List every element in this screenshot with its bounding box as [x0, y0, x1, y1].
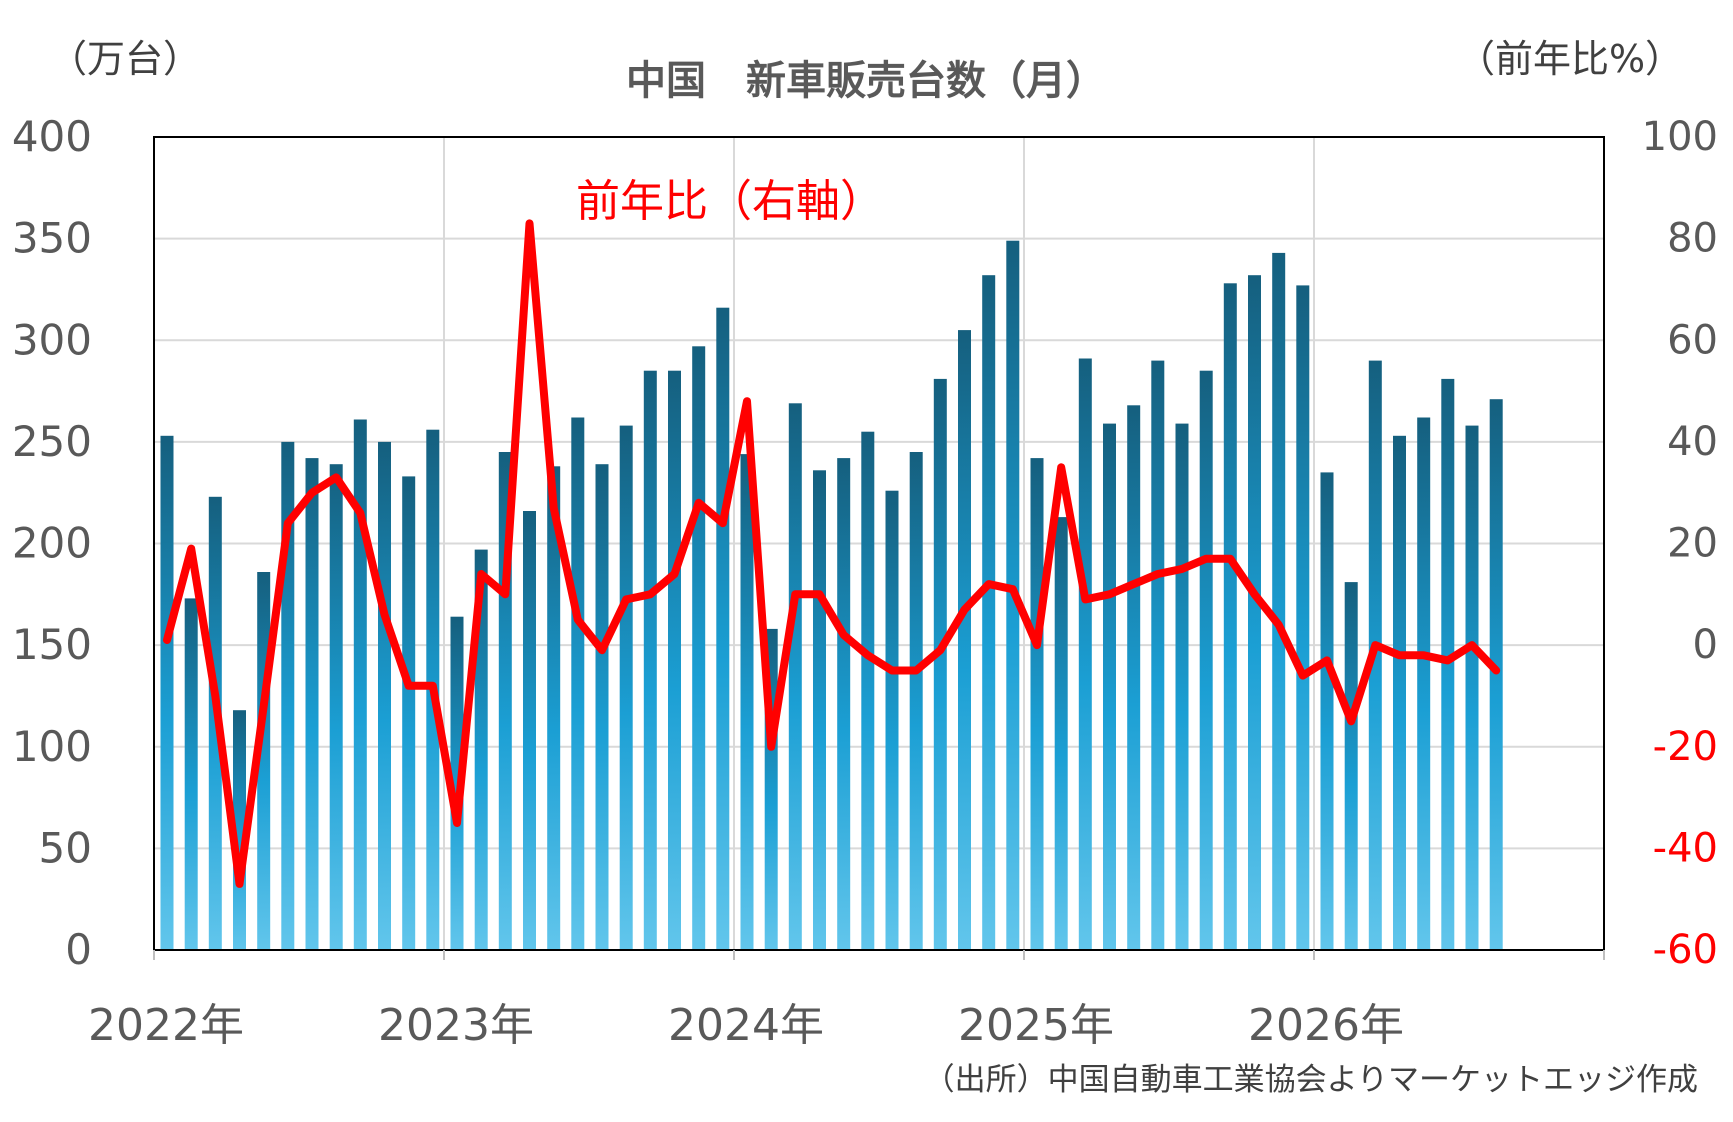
y-right-tick-label: 80: [1667, 216, 1718, 262]
bar: [643, 370, 657, 950]
y-right-tick-label: -40: [1653, 825, 1718, 871]
bar: [1320, 472, 1334, 950]
x-year-label: 2022年: [88, 1000, 244, 1051]
bar: [619, 425, 633, 951]
y-left-tick-label: 200: [12, 519, 92, 568]
bar: [837, 458, 851, 950]
bar: [402, 476, 416, 950]
bar: [1272, 252, 1286, 950]
y-left-tick-label: 0: [65, 925, 92, 974]
bar: [595, 464, 609, 950]
bar: [861, 431, 875, 950]
bar: [716, 307, 730, 950]
line-series-label: 前年比（右軸）: [576, 176, 884, 227]
bar: [1393, 435, 1406, 950]
bar: [813, 470, 826, 950]
bar: [474, 549, 488, 950]
bar: [1054, 517, 1068, 950]
bar: [692, 346, 706, 950]
y-left-tick-label: 50: [39, 823, 92, 872]
bar: [1441, 378, 1455, 950]
bar: [523, 511, 536, 950]
y-right-tick-label: 0: [1693, 622, 1718, 668]
plot-frame: [153, 136, 1605, 960]
bar: [378, 441, 391, 950]
x-year-label: 2024年: [668, 1000, 824, 1051]
y-right-tick-label: 60: [1667, 317, 1718, 363]
source-note: （出所）中国自動車工業協会よりマーケットエッジ作成: [924, 1062, 1698, 1098]
y-left-tick-label: 250: [12, 417, 92, 466]
bar: [353, 419, 367, 950]
y-right-tick-label: 100: [1642, 114, 1718, 160]
plot-border: [153, 136, 1605, 951]
y-right-tick-label: -20: [1653, 724, 1718, 770]
bar: [1127, 405, 1141, 950]
chart-title: 中国 新車販売台数（月）: [626, 58, 1106, 104]
bar: [233, 710, 246, 950]
bar: [740, 454, 754, 950]
bar: [1078, 358, 1092, 950]
bar: [1489, 399, 1503, 950]
y-left-tick-label: 350: [12, 214, 92, 263]
bar: [1465, 425, 1479, 951]
bar: [571, 417, 585, 950]
y-left-tick-label: 400: [12, 112, 92, 161]
bar: [1199, 370, 1213, 950]
bar: [982, 275, 996, 950]
bar: [1223, 283, 1237, 950]
bar-series: [160, 240, 1503, 951]
right-axis-unit: （前年比%）: [1457, 37, 1683, 81]
bar: [1248, 275, 1261, 950]
line-series: [163, 219, 1501, 888]
bar: [909, 452, 923, 950]
bar: [1417, 417, 1431, 950]
bar: [668, 370, 681, 950]
y-right-tick-label: 20: [1667, 521, 1718, 567]
bar: [788, 403, 802, 950]
bar: [1344, 582, 1358, 950]
x-year-label: 2026年: [1248, 1000, 1404, 1051]
left-axis-unit: （万台）: [49, 37, 201, 81]
bar: [1103, 423, 1116, 951]
bar: [1296, 285, 1310, 950]
bar: [1151, 360, 1165, 951]
bar: [1175, 423, 1189, 951]
bar: [547, 466, 561, 950]
bar: [1030, 458, 1044, 950]
bar: [885, 490, 899, 950]
x-year-label: 2025年: [958, 1000, 1114, 1051]
y-left-tick-label: 300: [12, 315, 92, 364]
yoy-line: [163, 219, 1501, 888]
y-right-tick-label: -60: [1653, 927, 1718, 973]
bar: [933, 378, 947, 950]
y-left-tick-label: 100: [12, 722, 92, 771]
bar: [184, 598, 198, 950]
bar: [305, 458, 319, 950]
bar: [958, 330, 971, 951]
y-left-tick-label: 150: [12, 620, 92, 669]
tick-labels: 0 50 100 150 200 250 300 350 400 -60 -40 -20 0 20 40 60…: [12, 112, 1718, 1051]
bar: [329, 464, 343, 950]
bar: [160, 435, 174, 950]
y-right-tick-label: 40: [1667, 419, 1718, 465]
x-year-label: 2023年: [378, 1000, 534, 1051]
